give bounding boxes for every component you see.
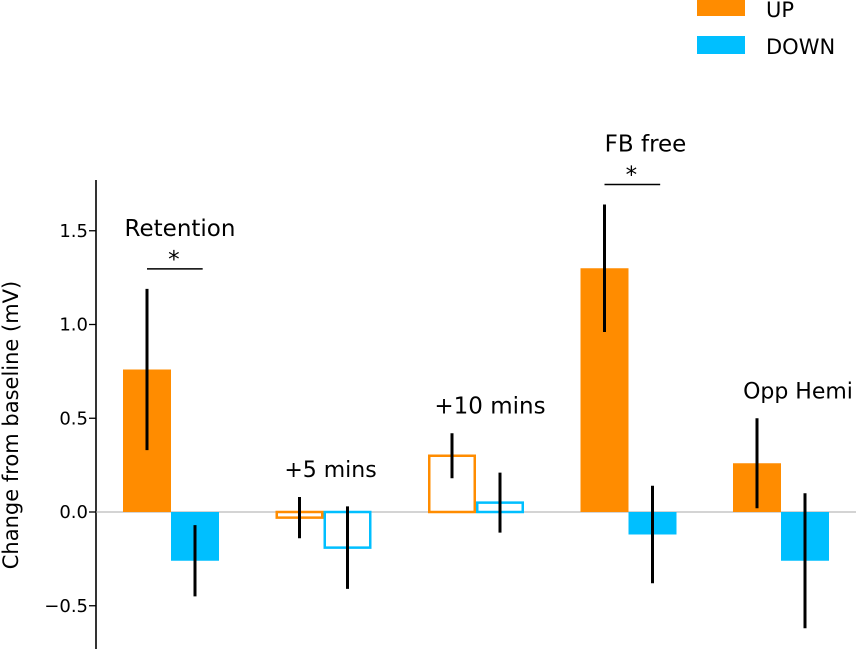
- y-tick-label: 0.0: [59, 502, 88, 523]
- group-label: FB free: [605, 132, 687, 158]
- group-label: +10 mins: [434, 393, 545, 419]
- y-tick-label: −0.5: [44, 596, 88, 617]
- y-axis-label: Change from baseline (mV): [0, 281, 23, 569]
- y-tick-label: 1.0: [59, 315, 88, 336]
- group-label: Opp Hemi: [743, 379, 853, 404]
- legend-swatch-down: [697, 36, 745, 54]
- significance-marker: *: [626, 163, 638, 189]
- legend-label-down: DOWN: [766, 35, 835, 59]
- legend-swatch-up: [697, 0, 745, 16]
- significance-marker: *: [168, 247, 180, 273]
- y-tick-label: 0.5: [59, 408, 88, 429]
- group-label: Retention: [125, 216, 236, 242]
- legend: UP DOWN: [697, 0, 835, 59]
- y-tick-label: 1.5: [59, 221, 88, 242]
- plot-area: −0.5 0.0 0.5 1.0 1.5 Retention * +5 mins +10 min…: [44, 132, 856, 649]
- group-label: +5 mins: [284, 458, 376, 483]
- legend-label-up: UP: [766, 0, 794, 22]
